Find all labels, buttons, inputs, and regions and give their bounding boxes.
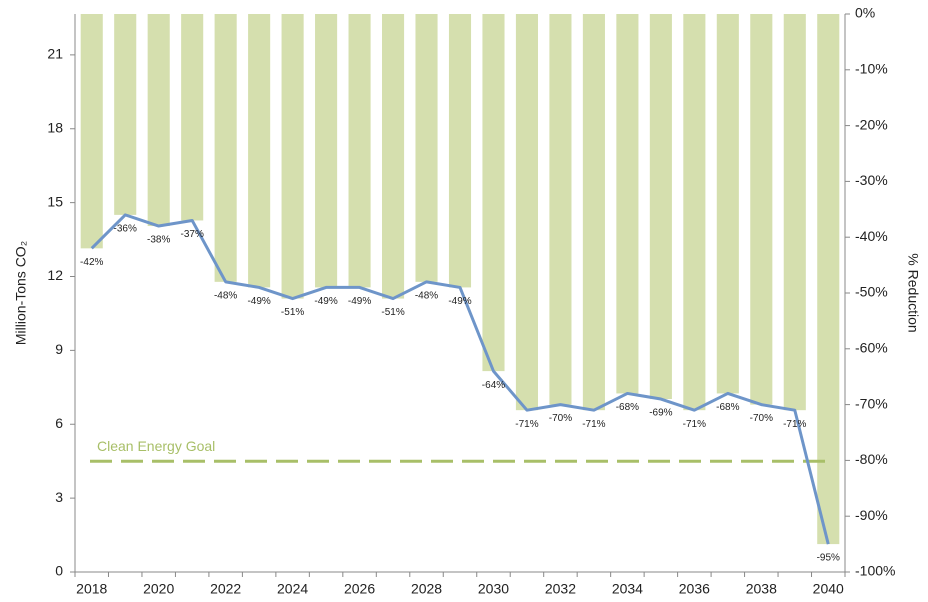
- bar: [381, 14, 405, 299]
- value-label: -68%: [616, 402, 639, 413]
- bar: [616, 14, 639, 394]
- y2-tick-label: -50%: [855, 284, 888, 300]
- value-label: -38%: [147, 235, 170, 246]
- bar: [114, 14, 137, 215]
- value-label: -71%: [783, 419, 806, 430]
- bar: [783, 14, 806, 411]
- x-tick-label: 2018: [76, 581, 107, 597]
- value-label: -64%: [482, 380, 505, 391]
- x-tick-label: 2032: [545, 581, 576, 597]
- goal-label: Clean Energy Goal: [97, 438, 215, 454]
- x-tick-label: 2028: [411, 581, 442, 597]
- y-tick-label: 21: [47, 46, 63, 62]
- bar: [817, 14, 840, 545]
- y-tick-label: 0: [55, 563, 63, 579]
- x-tick-label: 2040: [813, 581, 844, 597]
- x-tick-label: 2030: [478, 581, 509, 597]
- bar: [248, 14, 271, 288]
- y-tick-label: 9: [55, 341, 63, 357]
- bar: [482, 14, 505, 372]
- bar: [582, 14, 605, 411]
- value-label: -70%: [549, 413, 572, 424]
- x-tick-label: 2034: [612, 581, 643, 597]
- y-tick-label: 15: [47, 193, 63, 209]
- y2-tick-label: -10%: [855, 61, 888, 77]
- value-label: -51%: [381, 307, 404, 318]
- value-label: -71%: [582, 419, 605, 430]
- value-label: -49%: [247, 296, 270, 307]
- value-label: -68%: [716, 402, 739, 413]
- y2-tick-label: 0%: [855, 5, 875, 21]
- bar: [147, 14, 170, 227]
- bar: [750, 14, 773, 405]
- x-tick-label: 2022: [210, 581, 241, 597]
- line: [90, 213, 830, 545]
- bar: [348, 14, 371, 288]
- bar: [683, 14, 706, 411]
- x-tick-label: 2026: [344, 581, 375, 597]
- value-label: -42%: [80, 257, 103, 268]
- bar: [214, 14, 237, 282]
- bar: [515, 14, 539, 411]
- value-label: -36%: [114, 224, 137, 235]
- value-label: -49%: [348, 296, 371, 307]
- bar: [415, 14, 438, 282]
- y-axis-label: Million-Tons CO₂: [13, 241, 29, 345]
- x-tick-label: 2036: [679, 581, 710, 597]
- y2-tick-label: -60%: [855, 340, 888, 356]
- y2-axis-label: % Reduction: [905, 253, 921, 332]
- y2-tick-label: -30%: [855, 172, 888, 188]
- value-label: -48%: [415, 290, 438, 301]
- x-tick-label: 2024: [277, 581, 308, 597]
- x-tick-label: 2038: [746, 581, 777, 597]
- value-label: -49%: [314, 296, 337, 307]
- y-tick-label: 18: [47, 119, 63, 135]
- bar: [549, 14, 572, 405]
- y2-tick-label: -70%: [855, 395, 888, 411]
- x-tick-label: 2020: [143, 581, 174, 597]
- y2-tick-label: -90%: [855, 507, 888, 523]
- bar: [649, 14, 672, 400]
- y2-tick-label: -20%: [855, 116, 888, 132]
- bar: [315, 14, 338, 288]
- y2-tick-label: -80%: [855, 451, 888, 467]
- value-label: -71%: [683, 419, 706, 430]
- bar: [80, 14, 103, 249]
- bar: [281, 14, 304, 299]
- y-tick-label: 12: [47, 267, 63, 283]
- y-tick-label: 3: [55, 489, 63, 505]
- bar: [448, 14, 472, 288]
- value-label: -37%: [180, 229, 203, 240]
- value-label: -95%: [817, 553, 840, 564]
- value-label: -69%: [649, 408, 672, 419]
- value-label: -49%: [448, 296, 471, 307]
- value-label: -71%: [515, 419, 538, 430]
- y2-tick-label: -100%: [855, 563, 895, 579]
- value-label: -48%: [214, 290, 237, 301]
- y2-tick-label: -40%: [855, 228, 888, 244]
- bar: [181, 14, 204, 221]
- value-label: -70%: [750, 413, 773, 424]
- bar: [716, 14, 739, 394]
- value-label: -51%: [281, 307, 304, 318]
- y-tick-label: 6: [55, 415, 63, 431]
